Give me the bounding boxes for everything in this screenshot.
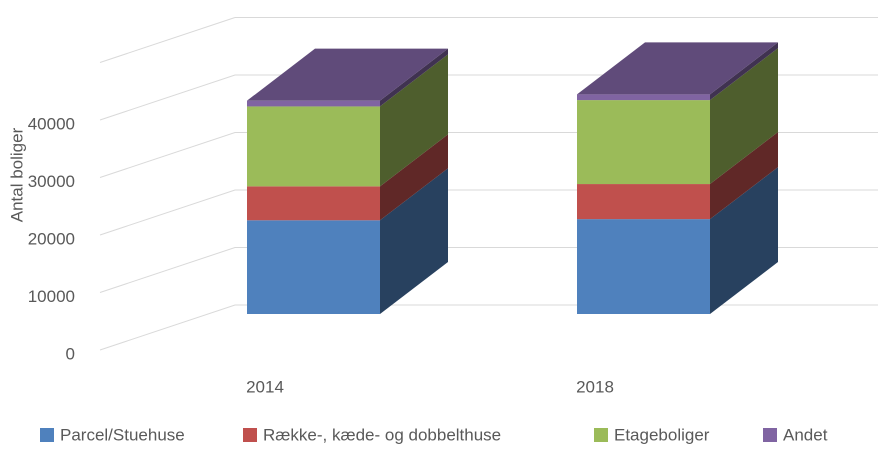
legend-swatch — [594, 428, 608, 442]
bar-side — [710, 132, 778, 220]
wall-top — [99, 17, 236, 63]
legend-label: Andet — [783, 425, 828, 444]
bar-side — [710, 42, 778, 101]
legend-swatch — [243, 428, 257, 442]
bar — [577, 94, 710, 101]
bar-side — [380, 134, 448, 221]
y-tick-label: 0 — [66, 344, 75, 363]
bar-top — [577, 42, 778, 95]
y-tick-label: 40000 — [28, 114, 75, 133]
bar-side — [710, 167, 778, 314]
bar-side — [380, 168, 448, 314]
bar-side — [710, 48, 778, 185]
bar — [247, 186, 380, 221]
x-tick-label: 2018 — [576, 377, 614, 396]
bar — [247, 106, 380, 187]
y-tick-label: 10000 — [28, 287, 75, 306]
bar — [577, 184, 710, 220]
legend-label: Række-, kæde- og dobbelthuse — [263, 425, 501, 444]
y-axis-title: Antal boliger — [7, 127, 26, 222]
bar — [577, 219, 710, 314]
y-tick-label: 20000 — [28, 229, 75, 248]
bar-top — [247, 48, 448, 101]
bar — [577, 100, 710, 185]
bar — [247, 220, 380, 314]
bar — [247, 100, 380, 107]
x-tick-label: 2014 — [246, 377, 284, 396]
bar-side — [380, 48, 448, 107]
legend-label: Parcel/Stuehuse — [60, 425, 185, 444]
legend-label: Etageboliger — [614, 425, 710, 444]
legend-swatch — [40, 428, 54, 442]
grid-line — [99, 304, 878, 351]
legend-swatch — [763, 428, 777, 442]
bar-side — [380, 54, 448, 187]
y-tick-label: 30000 — [28, 172, 75, 191]
